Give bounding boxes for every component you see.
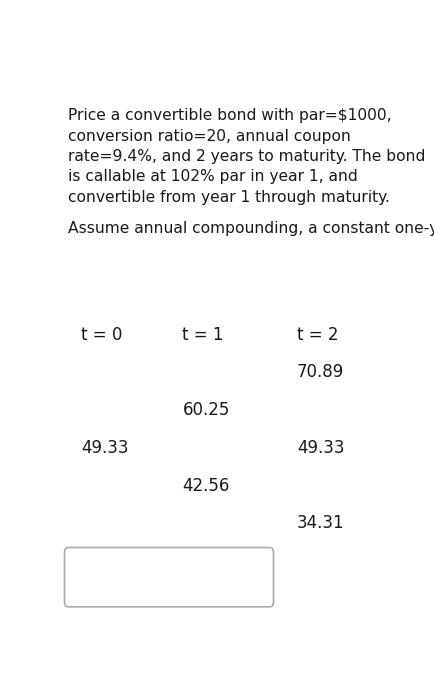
Text: 70.89: 70.89 bbox=[296, 363, 344, 382]
Text: 49.33: 49.33 bbox=[296, 439, 344, 457]
Text: t = 0: t = 0 bbox=[81, 326, 122, 344]
Text: 42.56: 42.56 bbox=[182, 477, 229, 495]
Text: 34.31: 34.31 bbox=[296, 514, 344, 532]
Text: Assume annual compounding, a constant one-year discount rate of 10%, and the fol: Assume annual compounding, a constant on… bbox=[68, 221, 434, 237]
FancyBboxPatch shape bbox=[64, 547, 273, 607]
Text: Price a convertible bond with par=$1000, conversion ratio=20, annual coupon rate: Price a convertible bond with par=$1000,… bbox=[68, 108, 424, 205]
Text: t = 1: t = 1 bbox=[182, 326, 224, 344]
Text: 49.33: 49.33 bbox=[81, 439, 128, 457]
Text: 60.25: 60.25 bbox=[182, 401, 229, 419]
Text: t = 2: t = 2 bbox=[296, 326, 338, 344]
